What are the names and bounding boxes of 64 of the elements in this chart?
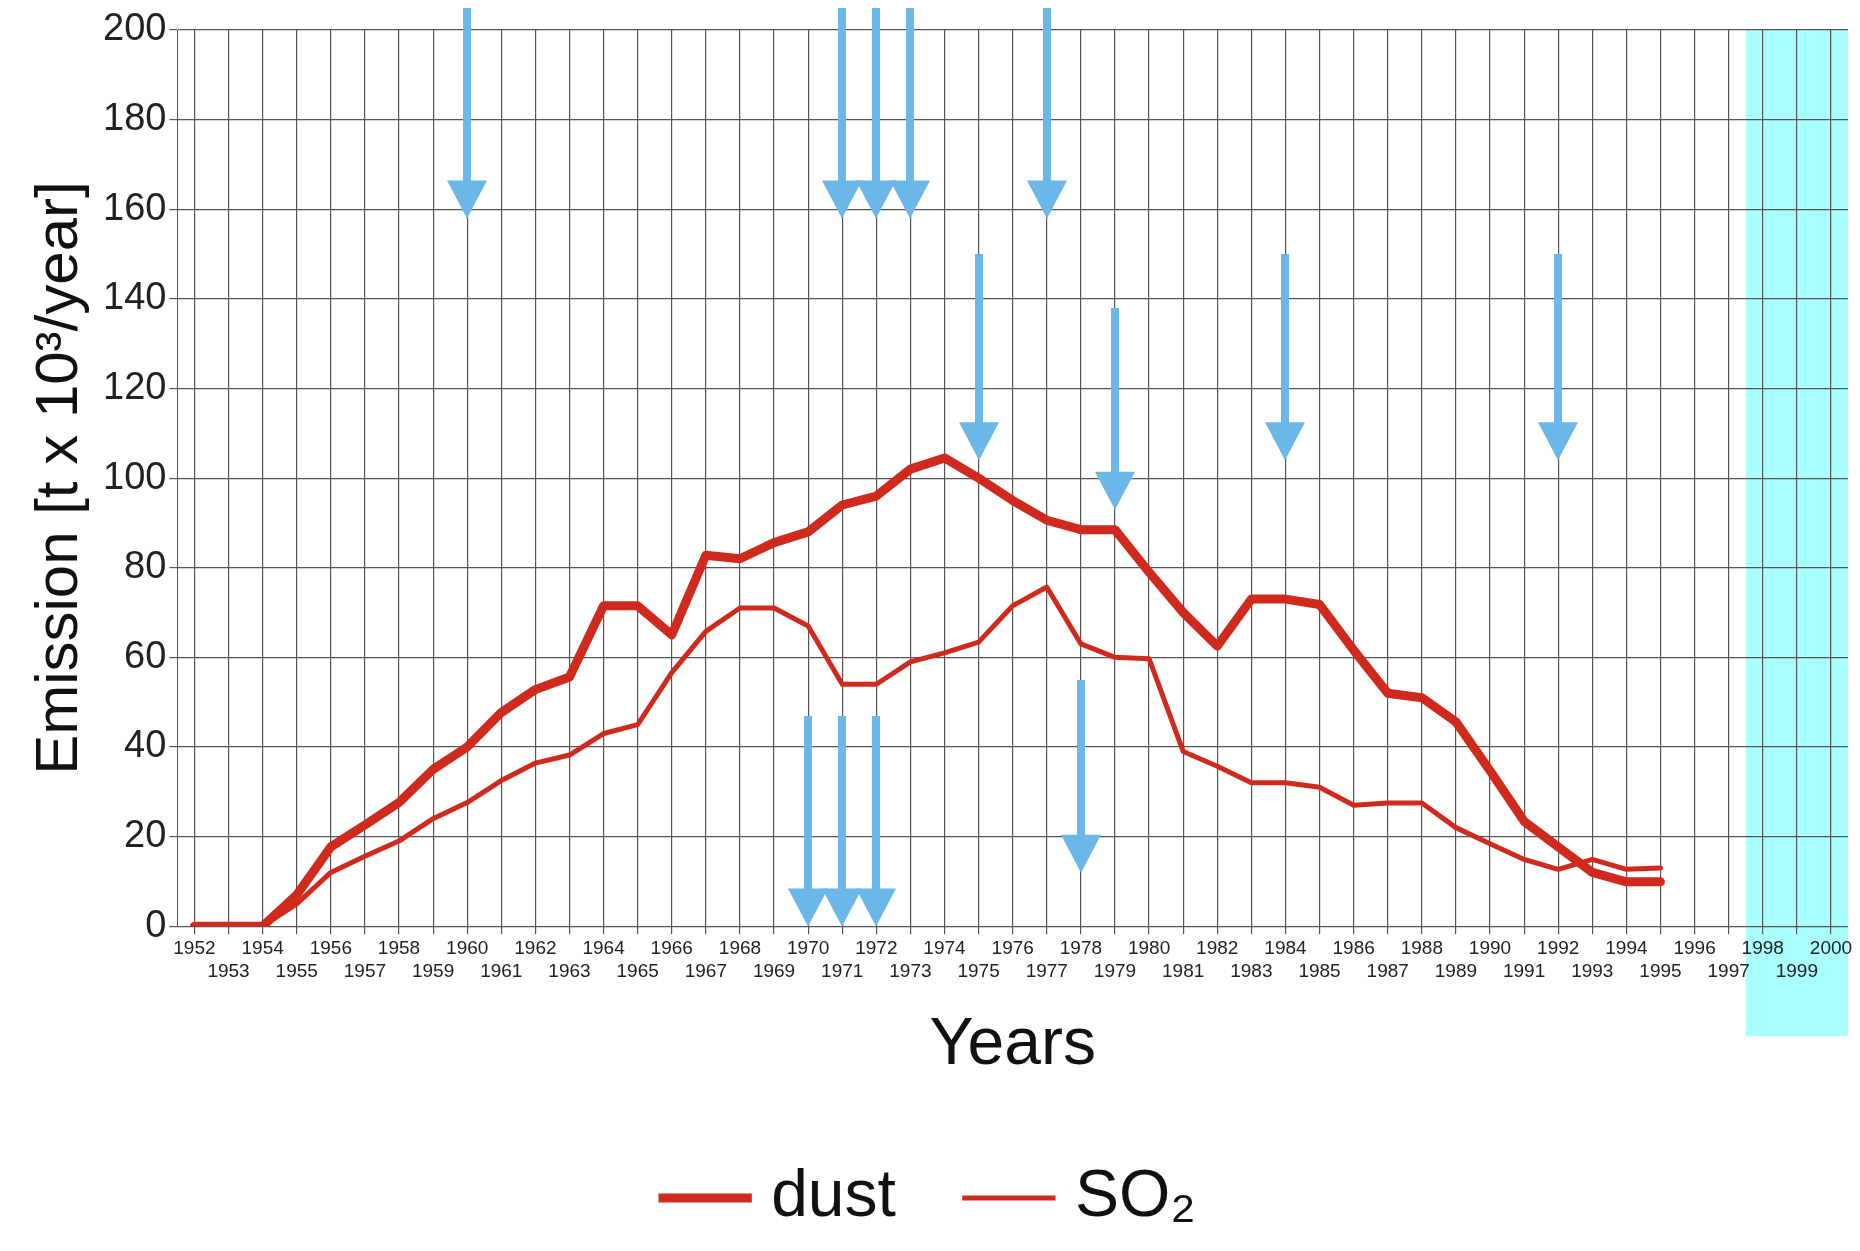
x-tick-label: 1980 bbox=[1127, 936, 1171, 958]
x-tick-label: 1971 bbox=[821, 959, 864, 981]
x-tick-label: 1997 bbox=[1707, 959, 1750, 981]
x-tick-label: 1970 bbox=[787, 936, 830, 958]
legend-label: dust bbox=[771, 1156, 896, 1231]
y-tick-label: 100 bbox=[103, 454, 167, 497]
x-tick-label: 1972 bbox=[855, 936, 898, 958]
x-tick-label: 1953 bbox=[207, 959, 250, 981]
x-tick-label: 1952 bbox=[173, 936, 216, 958]
x-tick-label: 1993 bbox=[1571, 959, 1614, 981]
x-tick-label: 1995 bbox=[1639, 959, 1682, 981]
x-tick-label: 1976 bbox=[991, 936, 1034, 958]
x-tick-label: 1964 bbox=[582, 936, 626, 958]
x-tick-label: 1981 bbox=[1162, 959, 1205, 981]
y-tick-label: 200 bbox=[103, 6, 167, 49]
x-tick-label: 1974 bbox=[923, 936, 967, 958]
y-tick-label: 40 bbox=[124, 723, 167, 766]
y-tick-label: 80 bbox=[124, 544, 167, 587]
x-tick-label: 1965 bbox=[616, 959, 659, 981]
x-tick-label: 1975 bbox=[957, 959, 1000, 981]
x-tick-label: 1991 bbox=[1502, 959, 1546, 981]
y-tick-label: 20 bbox=[124, 813, 167, 856]
x-tick-label: 1979 bbox=[1093, 959, 1137, 981]
x-tick-label: 1962 bbox=[514, 936, 557, 958]
x-tick-label: 1983 bbox=[1230, 959, 1273, 981]
x-tick-label: 1968 bbox=[718, 936, 762, 958]
x-tick-label: 1998 bbox=[1741, 936, 1784, 958]
y-tick-label: 120 bbox=[103, 364, 167, 407]
x-tick-label: 1982 bbox=[1196, 936, 1239, 958]
legend-label: SO₂ bbox=[1074, 1156, 1196, 1231]
x-tick-label: 1989 bbox=[1434, 959, 1478, 981]
x-tick-label: 1999 bbox=[1775, 959, 1818, 981]
y-tick-label: 0 bbox=[145, 902, 167, 945]
x-tick-label: 1966 bbox=[650, 936, 693, 958]
x-tick-label: 1978 bbox=[1059, 936, 1103, 958]
y-axis-title: Emission [t x 10³/year] bbox=[22, 181, 90, 775]
x-tick-label: 1992 bbox=[1537, 936, 1580, 958]
y-tick-label: 160 bbox=[103, 185, 167, 228]
x-axis-title: Years bbox=[929, 1003, 1096, 1078]
x-tick-label: 1987 bbox=[1366, 959, 1409, 981]
y-tick-label: 140 bbox=[103, 275, 167, 318]
x-tick-label: 1977 bbox=[1025, 959, 1068, 981]
y-tick-label: 60 bbox=[124, 633, 167, 676]
x-tick-label: 1969 bbox=[752, 959, 796, 981]
x-tick-label: 1959 bbox=[411, 959, 455, 981]
x-tick-label: 1985 bbox=[1298, 959, 1341, 981]
y-tick-label: 180 bbox=[103, 96, 167, 139]
x-tick-label: 2000 bbox=[1809, 936, 1853, 958]
x-tick-label: 1984 bbox=[1264, 936, 1308, 958]
x-tick-label: 1955 bbox=[275, 959, 318, 981]
x-tick-label: 1967 bbox=[684, 959, 727, 981]
x-tick-label: 1963 bbox=[548, 959, 591, 981]
x-tick-label: 1954 bbox=[241, 936, 285, 958]
x-tick-label: 1960 bbox=[446, 936, 489, 958]
x-tick-label: 1990 bbox=[1468, 936, 1512, 958]
x-tick-label: 1958 bbox=[377, 936, 421, 958]
x-tick-label: 1961 bbox=[480, 959, 523, 981]
x-tick-label: 1994 bbox=[1605, 936, 1648, 958]
x-tick-label: 1988 bbox=[1400, 936, 1443, 958]
x-tick-label: 1956 bbox=[309, 936, 352, 958]
x-tick-label: 1986 bbox=[1332, 936, 1375, 958]
x-tick-label: 1996 bbox=[1673, 936, 1716, 958]
x-tick-label: 1973 bbox=[889, 959, 932, 981]
x-tick-label: 1957 bbox=[343, 959, 387, 981]
